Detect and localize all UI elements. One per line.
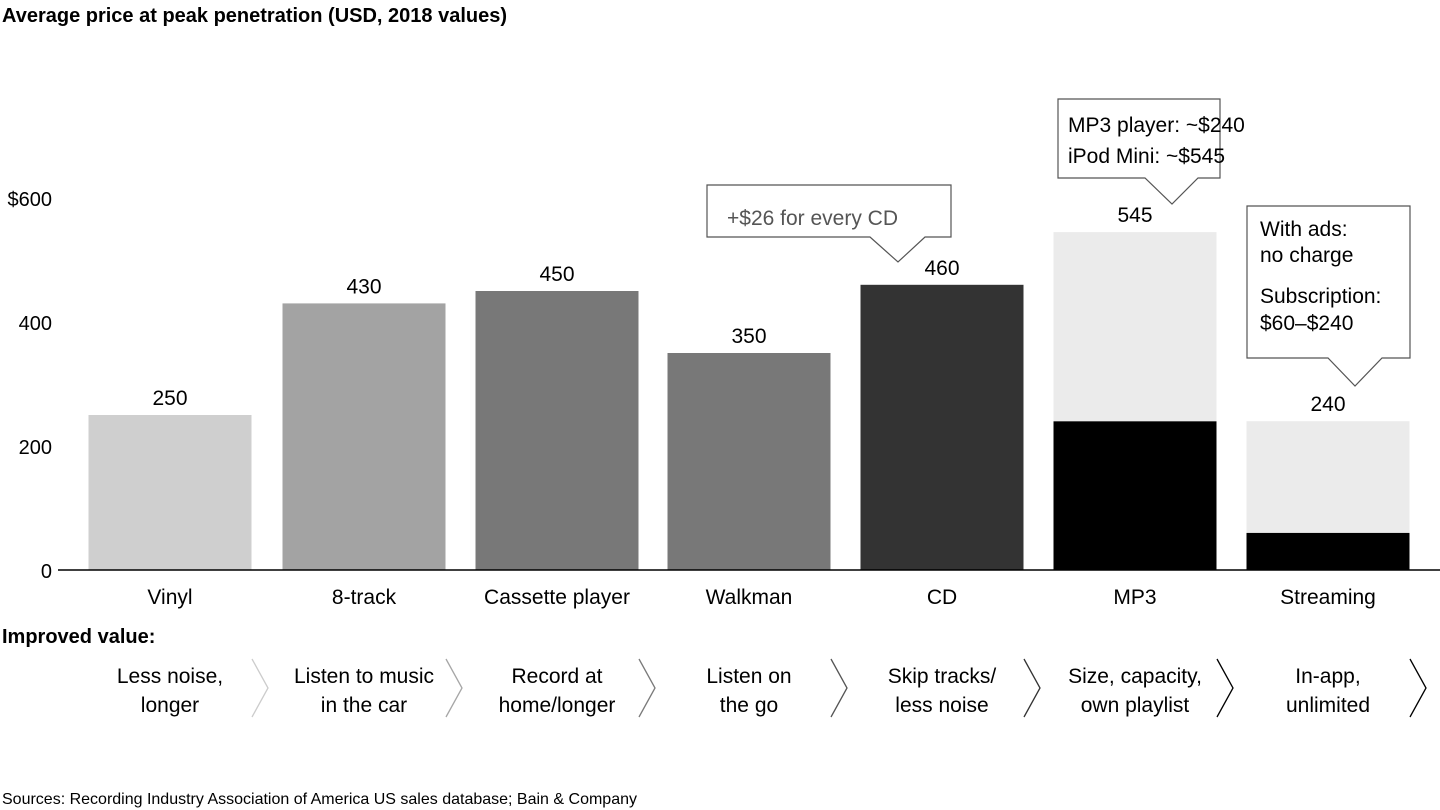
- category-label: CD: [927, 586, 957, 609]
- bar-8-track-segment: [282, 303, 446, 570]
- bars: 250 430 450 350 460 545 240: [88, 204, 1410, 570]
- chevron-icon: [1409, 658, 1427, 718]
- improved-value-text: home/longer: [499, 694, 616, 717]
- improved-value-text: Record at: [511, 665, 602, 688]
- improved-value-text: less noise: [895, 694, 988, 717]
- bar-streaming-segment: [1246, 421, 1410, 533]
- category-label: Streaming: [1280, 586, 1376, 609]
- callout-text: +$26 for every CD: [727, 207, 898, 230]
- category-label: Cassette player: [484, 586, 630, 609]
- value-label: 350: [731, 325, 766, 348]
- bar-walkman-segment: [667, 353, 831, 570]
- chevron-icon: [830, 658, 848, 718]
- bar-streaming-segment: [1246, 532, 1410, 570]
- improved-value-text: Listen to music: [294, 665, 434, 688]
- callouts: +$26 for every CD MP3 player: ~$240 iPod M…: [706, 98, 1411, 387]
- callout-box: [706, 184, 952, 263]
- improved-value-text: In-app,: [1295, 665, 1360, 688]
- improved-value-text: Less noise,: [117, 665, 223, 688]
- improved-value-heading: Improved value:: [2, 626, 155, 648]
- callout-text: MP3 player: ~$240: [1068, 114, 1245, 137]
- callout-box: [1246, 205, 1411, 387]
- category-label: 8-track: [332, 586, 397, 609]
- y-axis: 0 200 400 $600: [8, 189, 53, 583]
- bar-mp3-segment: [1053, 421, 1217, 570]
- chevron-icon: [638, 658, 656, 718]
- improved-value-text: Size, capacity,: [1068, 665, 1202, 688]
- improved-value-text: own playlist: [1081, 694, 1190, 717]
- improved-value-text: in the car: [321, 694, 407, 717]
- x-axis-labels: Vinyl 8-track Cassette player Walkman CD MP3 S…: [147, 586, 1375, 609]
- improved-value-text: Skip tracks/: [888, 665, 997, 688]
- value-label: 545: [1117, 204, 1152, 227]
- y-tick-label: 400: [19, 313, 52, 335]
- chevron-icon: [445, 658, 463, 718]
- source-note: Sources: Recording Industry Association …: [2, 791, 637, 808]
- improved-value-row: Less noise, longer Listen to music in the c…: [117, 658, 1427, 718]
- improved-value-text: the go: [720, 694, 778, 717]
- chevron-icon: [1023, 658, 1041, 718]
- improved-value-text: longer: [141, 694, 199, 717]
- y-tick-label: 0: [41, 561, 52, 583]
- y-tick-label: $600: [8, 189, 53, 211]
- y-tick-label: 200: [19, 437, 52, 459]
- improved-value-text: unlimited: [1286, 694, 1370, 717]
- bar-mp3-segment: [1053, 232, 1217, 422]
- callout-text: With ads:: [1260, 218, 1348, 241]
- callout-text: Subscription:: [1260, 285, 1381, 308]
- improved-value-text: Listen on: [706, 665, 791, 688]
- chart-title: Average price at peak penetration (USD, …: [2, 5, 507, 27]
- value-label: 460: [924, 257, 959, 280]
- bar-vinyl-segment: [88, 415, 252, 570]
- callout-text: iPod Mini: ~$545: [1068, 145, 1225, 168]
- value-label: 450: [539, 263, 574, 286]
- value-label: 240: [1310, 393, 1345, 416]
- category-label: MP3: [1113, 586, 1156, 609]
- callout-box: [1057, 98, 1221, 205]
- category-label: Walkman: [706, 586, 793, 609]
- value-label: 430: [346, 275, 381, 298]
- bar-cassette-player-segment: [475, 291, 639, 570]
- chevron-icon: [1216, 658, 1234, 718]
- callout-text: no charge: [1260, 244, 1353, 267]
- bar-cd-segment: [860, 284, 1024, 570]
- callout-text: $60–$240: [1260, 312, 1353, 335]
- value-label: 250: [152, 387, 187, 410]
- chevron-icon: [251, 658, 269, 718]
- category-label: Vinyl: [147, 586, 192, 609]
